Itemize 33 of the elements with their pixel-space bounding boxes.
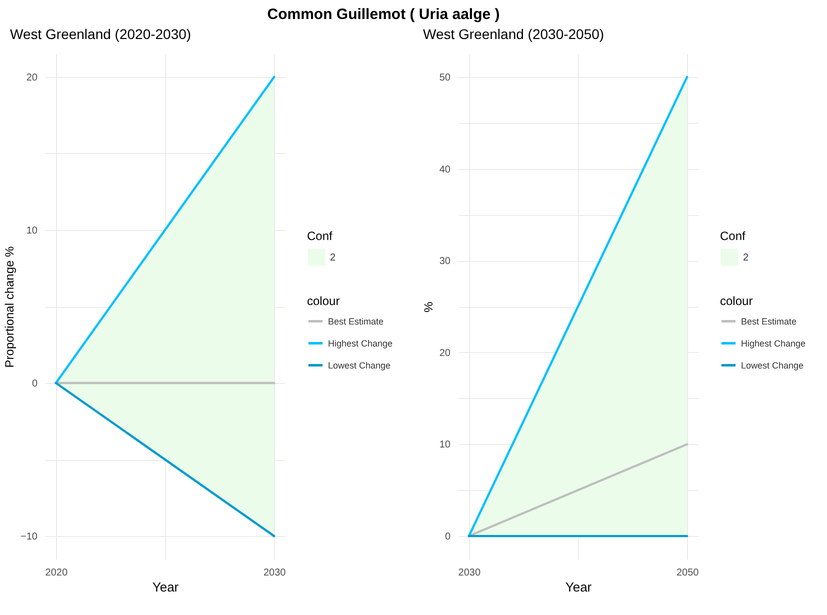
y-tick-label: 40 (439, 164, 451, 176)
text: Conf (720, 228, 746, 243)
y-tick-label: 30 (439, 256, 451, 268)
y-tick-label: 0 (32, 378, 38, 390)
legend-label: Best Estimate (328, 316, 384, 326)
text: Conf (307, 228, 334, 243)
y-tick-label: 10 (26, 225, 38, 236)
x-tick-label: 2030 (458, 568, 481, 578)
y-tick-label: 10 (439, 440, 451, 451)
y-tick-label: 20 (439, 348, 451, 359)
y-tick-label: −10 (20, 532, 38, 543)
text: 2 (330, 252, 336, 264)
chart-subtitle: West Greenland (2020-2030) (9, 26, 192, 44)
legend-label: Highest Change (328, 338, 393, 348)
x-tick-label: 2050 (676, 568, 700, 578)
y-axis-title: % (421, 301, 436, 312)
chart-subtitle: West Greenland (2030-2050) (422, 26, 606, 44)
legend-title: colour (307, 294, 340, 308)
x-tick-label: 2020 (45, 568, 68, 578)
y-tick-label: 20 (26, 72, 38, 84)
legend-label: Highest Change (741, 338, 806, 348)
x-axis-title: Year (152, 580, 180, 594)
y-tick-label: 0 (444, 532, 451, 543)
x-tick-label: 2030 (263, 568, 286, 578)
text: 2 (743, 252, 749, 264)
x-axis-title: Year (565, 580, 592, 594)
legend-label: Lowest Change (328, 360, 391, 370)
y-tick-label: 50 (439, 72, 451, 84)
text: Common Guillemot ( Uria aalge ) (266, 5, 501, 25)
legend-title: colour (720, 294, 753, 308)
legend-label: Best Estimate (741, 316, 797, 326)
legend-label: Lowest Change (741, 360, 804, 370)
y-axis-title: Proportional change % (2, 246, 17, 368)
